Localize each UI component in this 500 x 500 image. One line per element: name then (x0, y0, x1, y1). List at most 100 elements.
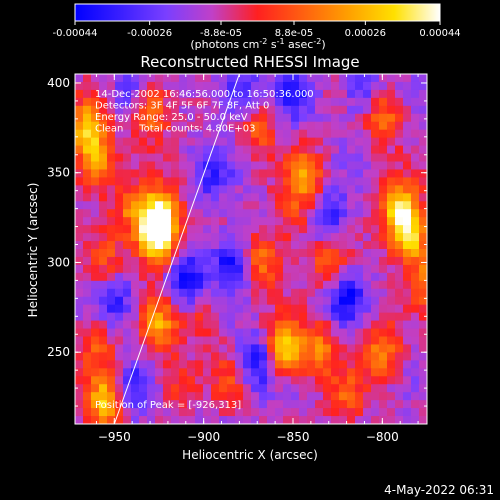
heatmap-cell (219, 177, 228, 186)
heatmap-cell (83, 113, 92, 123)
heatmap-cell (411, 74, 420, 83)
heatmap-cell (163, 241, 172, 250)
heatmap-cell (403, 352, 412, 361)
heatmap-cell (211, 241, 220, 250)
heatmap-cell (419, 217, 427, 226)
heatmap-cell (227, 193, 236, 202)
heatmap-cell (339, 177, 348, 186)
heatmap-cell (91, 272, 100, 282)
heatmap-cell (347, 217, 356, 226)
heatmap-cell (363, 81, 372, 91)
heatmap-cell (219, 368, 228, 377)
heatmap-cell (187, 185, 196, 194)
heatmap-cell (275, 352, 284, 361)
heatmap-cell (347, 288, 356, 298)
heatmap-cell (291, 296, 300, 306)
heatmap-cell (107, 225, 116, 234)
heatmap-cell (75, 296, 84, 306)
heatmap-cell (115, 129, 124, 139)
heatmap-cell (411, 304, 420, 314)
heatmap-cell (155, 89, 164, 99)
heatmap-cell (315, 249, 324, 258)
heatmap-cell (139, 137, 148, 147)
heatmap-cell (147, 416, 156, 424)
heatmap-cell (419, 392, 427, 401)
heatmap-cell (107, 296, 116, 306)
heatmap-cell (123, 320, 132, 330)
heatmap-cell (259, 153, 268, 162)
heatmap-cell (99, 201, 108, 210)
heatmap-cell (75, 209, 84, 218)
heatmap-cell (219, 105, 228, 115)
heatmap-cell (99, 288, 108, 298)
heatmap-cell (395, 121, 404, 131)
heatmap-cell (107, 320, 116, 330)
heatmap-cell (355, 288, 364, 298)
heatmap-cell (339, 408, 348, 417)
heatmap-cell (83, 272, 92, 282)
heatmap-cell (155, 193, 164, 202)
heatmap-cell (99, 344, 108, 353)
heatmap-cell (243, 296, 252, 306)
heatmap-cell (243, 264, 252, 274)
heatmap-cell (291, 209, 300, 218)
heatmap-cell (379, 256, 388, 266)
heatmap-cell (283, 121, 292, 131)
heatmap-cell (259, 241, 268, 250)
heatmap-cell (203, 280, 212, 290)
heatmap-cell (155, 105, 164, 115)
heatmap-cell (283, 344, 292, 353)
heatmap-cell (379, 264, 388, 274)
heatmap-cell (83, 288, 92, 298)
heatmap-cell (195, 320, 204, 330)
heatmap-cell (203, 304, 212, 314)
heatmap-cell (251, 368, 260, 377)
heatmap-cell (267, 304, 276, 314)
heatmap-cell (379, 336, 388, 345)
heatmap-cell (243, 89, 252, 99)
heatmap-cell (219, 121, 228, 131)
heatmap-cell (267, 241, 276, 250)
heatmap-cell (227, 344, 236, 353)
heatmap-cell (123, 233, 132, 242)
heatmap-cell (211, 320, 220, 330)
heatmap-cell (267, 81, 276, 91)
heatmap-cell (83, 280, 92, 290)
heatmap-cell (283, 249, 292, 258)
info-line: Detectors: 3F 4F 5F 6F 7F 8F, Att 0 (95, 101, 269, 112)
heatmap-cell (99, 376, 108, 385)
heatmap-cell (115, 153, 124, 162)
heatmap-cell (299, 368, 308, 377)
heatmap-cell (99, 217, 108, 226)
heatmap-cell (267, 280, 276, 290)
heatmap-cell (139, 217, 148, 226)
heatmap-cell (139, 74, 148, 83)
heatmap-cell (347, 201, 356, 210)
heatmap-cell (147, 89, 156, 99)
heatmap-cell (299, 201, 308, 210)
heatmap-cell (291, 105, 300, 115)
heatmap-cell (275, 113, 284, 123)
heatmap-cell (275, 336, 284, 345)
heatmap-cell (331, 81, 340, 91)
heatmap-cell (211, 344, 220, 353)
heatmap-cell (243, 368, 252, 377)
heatmap-cell (251, 97, 260, 107)
heatmap-cell (315, 352, 324, 361)
heatmap-cell (187, 288, 196, 298)
heatmap-cell (235, 74, 244, 83)
heatmap-cell (259, 264, 268, 274)
heatmap-cell (155, 280, 164, 290)
y-tick-label: 250 (47, 345, 70, 359)
heatmap-cell (83, 336, 92, 345)
heatmap-cell (291, 344, 300, 353)
heatmap-cell (123, 280, 132, 290)
heatmap-cell (203, 272, 212, 282)
heatmap-cell (235, 392, 244, 401)
heatmap-cell (75, 193, 84, 202)
heatmap-cell (355, 177, 364, 186)
heatmap-cell (227, 121, 236, 131)
heatmap-cell (339, 153, 348, 162)
heatmap-cell (203, 241, 212, 250)
heatmap-cell (147, 344, 156, 353)
